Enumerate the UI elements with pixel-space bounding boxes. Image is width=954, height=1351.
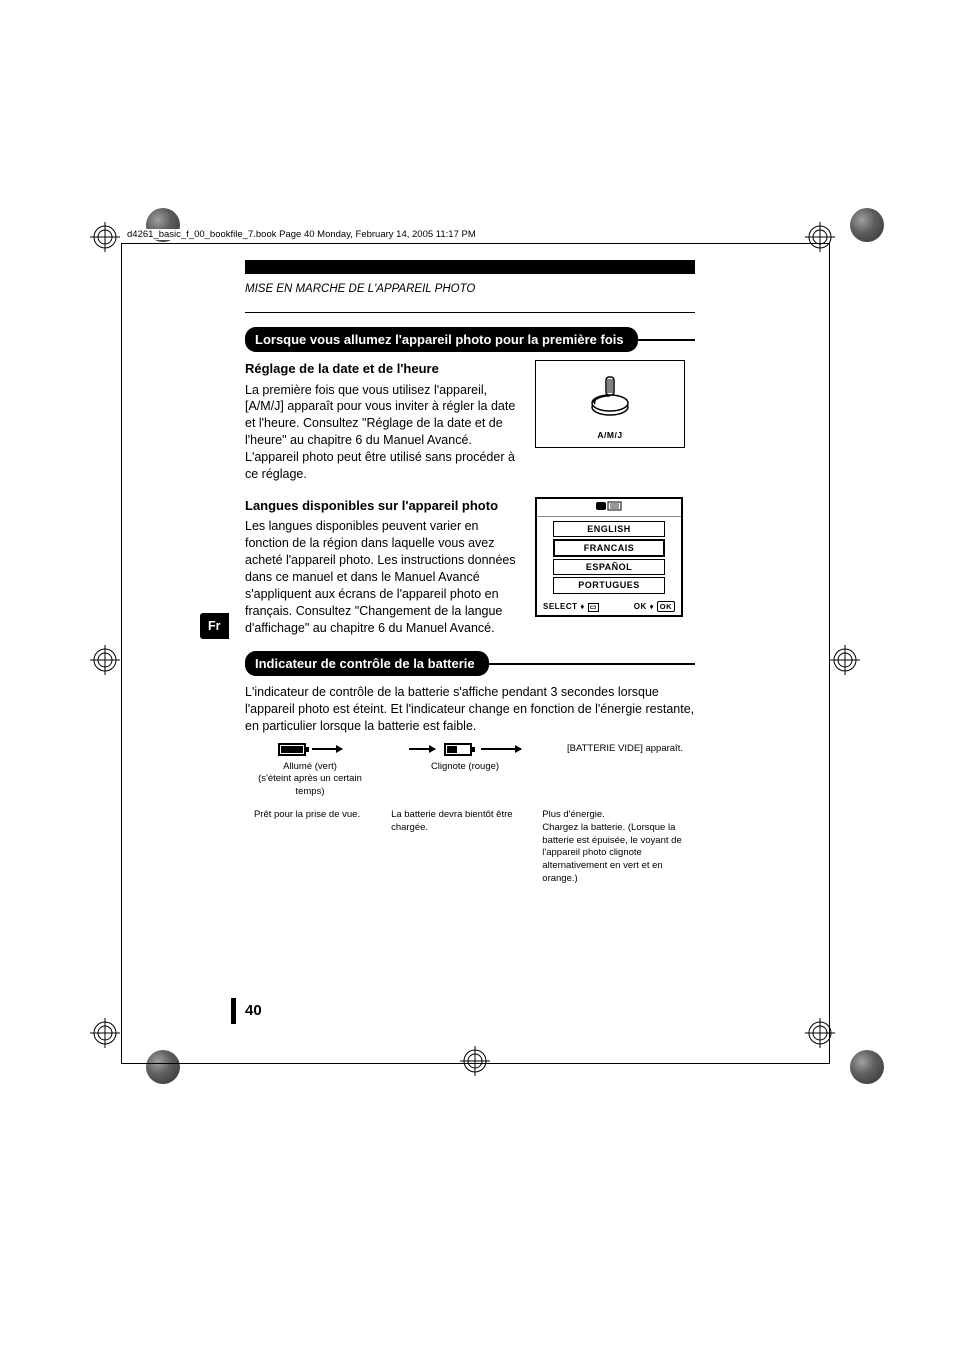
date-setting-figure: A/M/J (535, 360, 685, 448)
dial-icon (586, 371, 634, 419)
battery-desc: Plus d'énergie. Chargez la batterie. (Lo… (542, 809, 695, 886)
ok-button-icon: OK (657, 601, 675, 612)
crosshair-icon (90, 222, 120, 252)
language-list: ENGLISH FRANCAIS ESPAÑOL PORTUGUES (537, 517, 681, 600)
page-content: MISE EN MARCHE DE L'APPAREIL PHOTO Lorsq… (245, 260, 695, 886)
reg-mark-ball (146, 1050, 180, 1084)
battery-full-icon (278, 743, 306, 756)
language-tab: Fr (200, 613, 229, 639)
divider (245, 312, 695, 313)
page-number: 40 (245, 1002, 262, 1019)
lang-option: PORTUGUES (553, 577, 665, 593)
arrow-icon (409, 748, 435, 750)
tab-icon (596, 501, 622, 511)
breadcrumb: MISE EN MARCHE DE L'APPAREIL PHOTO (245, 282, 695, 298)
battery-descriptions: Prêt pour la prise de vue. La batterie d… (245, 809, 695, 886)
body-text: L'indicateur de contrôle de la batterie … (245, 684, 695, 735)
reg-mark-ball (850, 1050, 884, 1084)
book-file-tag: d4261_basic_f_00_bookfile_7.book Page 40… (125, 229, 478, 240)
section-heading-text: Lorsque vous allumez l'appareil photo po… (245, 327, 638, 353)
ok-label: OK (634, 602, 647, 611)
crosshair-icon (90, 1018, 120, 1048)
subsection-title: Langues disponibles sur l'appareil photo (245, 497, 517, 515)
page-number-bar (231, 998, 236, 1024)
menu-footer: SELECT ♦ ▭ OK ♦ OK (537, 600, 681, 616)
lang-option: ESPAÑOL (553, 559, 665, 575)
battery-desc: Prêt pour la prise de vue. (245, 809, 369, 886)
crosshair-icon (460, 1046, 490, 1076)
battery-desc: La batterie devra bientôt être chargée. (379, 809, 532, 886)
section-heading-text: Indicateur de contrôle de la batterie (245, 651, 489, 677)
frame-line (121, 243, 122, 1063)
language-menu-figure: ENGLISH FRANCAIS ESPAÑOL PORTUGUES SELEC… (535, 497, 683, 618)
lang-option-selected: FRANCAIS (553, 539, 665, 557)
section-heading: Indicateur de contrôle de la batterie (245, 651, 695, 677)
header-rule (121, 243, 830, 244)
reg-mark-ball (850, 208, 884, 242)
body-text: La première fois que vous utilisez l'app… (245, 382, 517, 483)
crosshair-icon (805, 1018, 835, 1048)
battery-state-label: Clignote (rouge) (385, 761, 545, 774)
arrow-icon (481, 748, 521, 750)
frame-line (829, 243, 830, 1063)
frame-line (121, 1063, 830, 1064)
subsection-title: Réglage de la date et de l'heure (245, 360, 517, 378)
crosshair-icon (90, 645, 120, 675)
select-label: SELECT (543, 602, 578, 611)
crosshair-icon (830, 645, 860, 675)
menu-top-bar (537, 499, 681, 517)
section-heading: Lorsque vous allumez l'appareil photo po… (245, 327, 695, 353)
battery-indicator-flow: Allumé (vert) (s'éteint après un certain… (245, 743, 695, 799)
crosshair-icon (805, 222, 835, 252)
header-black-bar (245, 260, 695, 274)
body-text: Les langues disponibles peuvent varier e… (245, 518, 517, 636)
figure-caption: A/M/J (542, 430, 678, 441)
battery-half-icon (444, 743, 472, 756)
battery-state-label: [BATTERIE VIDE] apparaît. (555, 743, 695, 756)
lang-option: ENGLISH (553, 521, 665, 537)
arrow-icon (312, 748, 342, 750)
battery-state-label: Allumé (vert) (s'éteint après un certain… (245, 761, 375, 799)
